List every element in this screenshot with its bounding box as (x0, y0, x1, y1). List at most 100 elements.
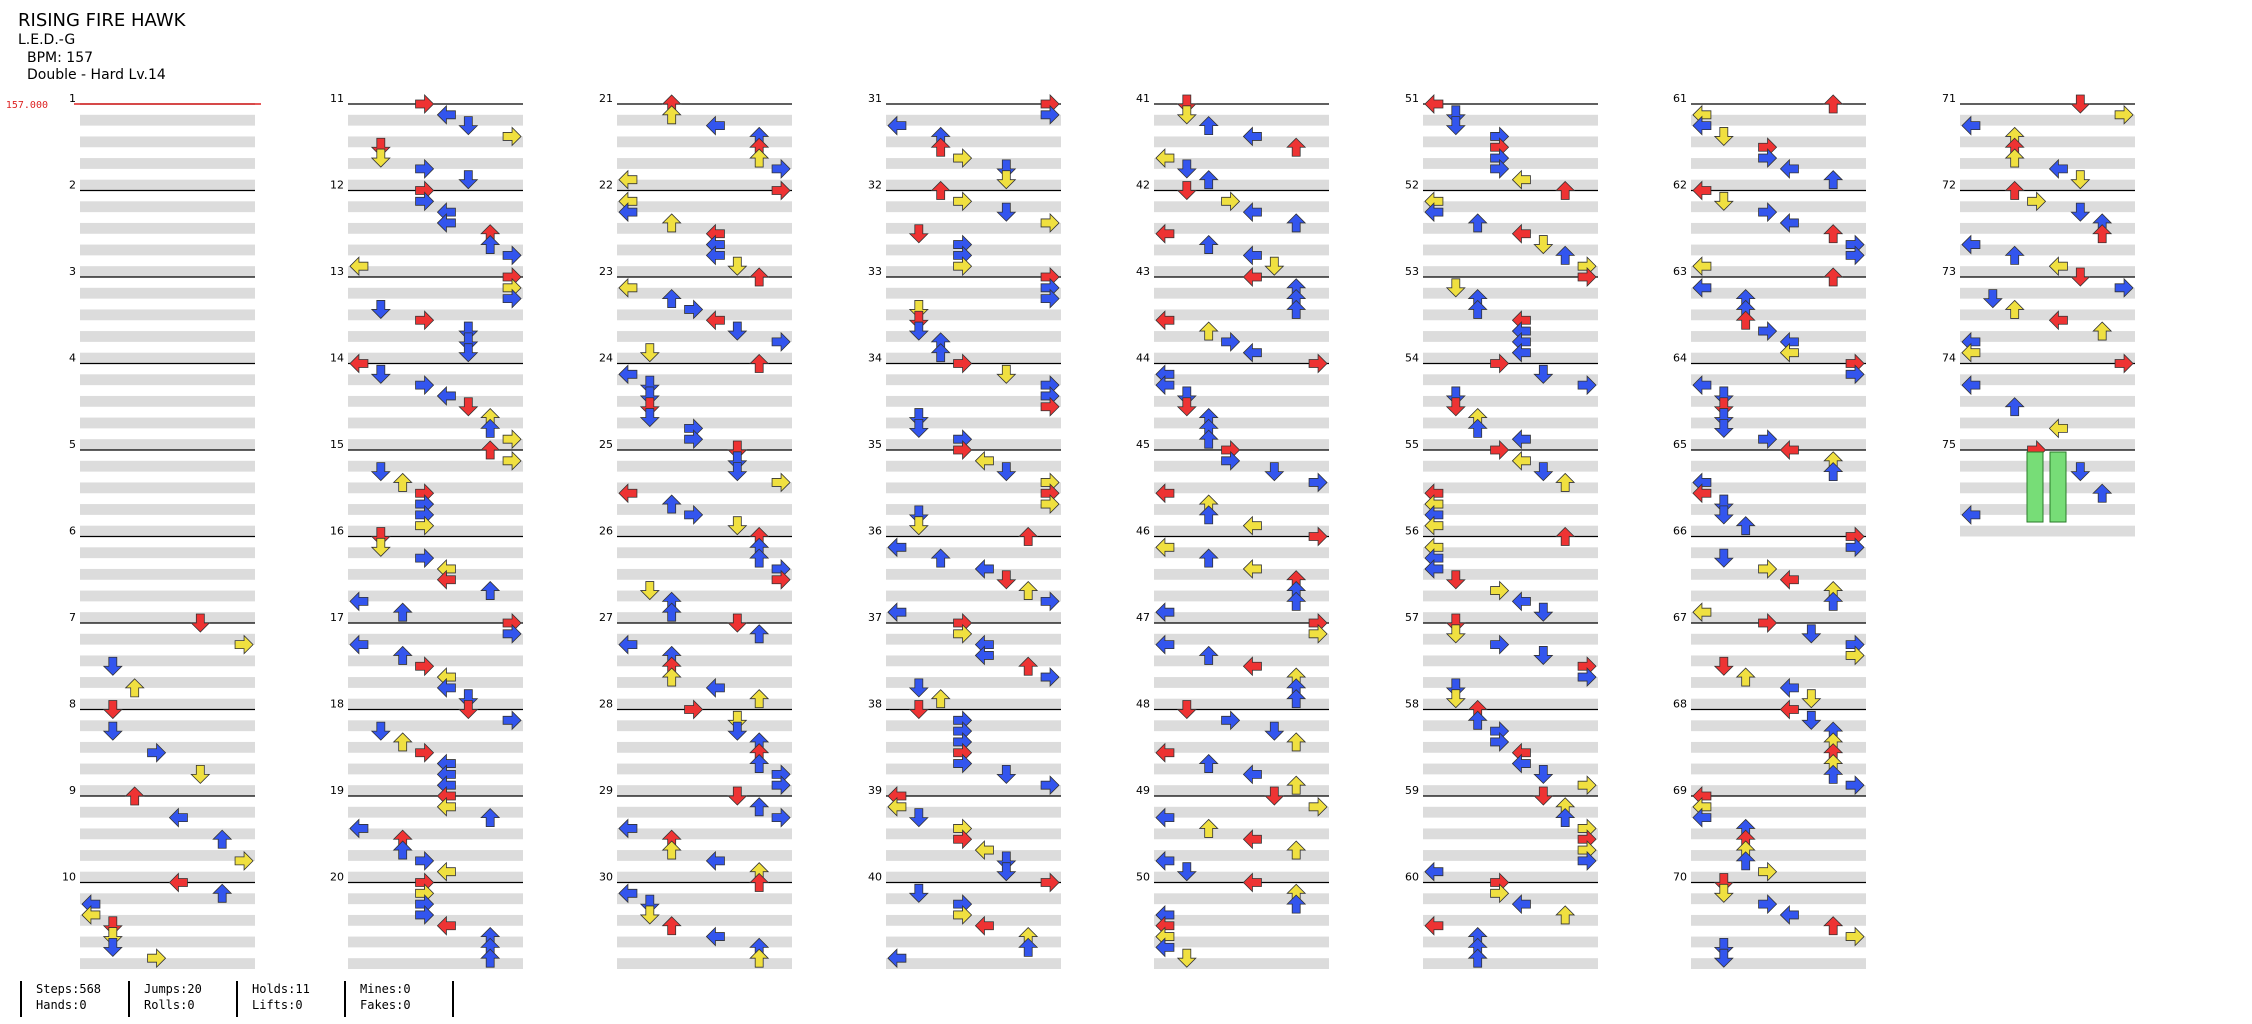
beat-band (886, 677, 1061, 688)
beat-band (1691, 612, 1866, 623)
beat-band (1423, 893, 1598, 905)
beat-band (1423, 633, 1598, 645)
step-arrow (349, 353, 369, 374)
measure-number: 22 (599, 179, 613, 192)
beat-band (886, 179, 1061, 191)
step-arrow (147, 948, 167, 969)
measure-number: 4 (69, 352, 76, 365)
beat-band (1691, 698, 1866, 710)
step-arrow (1445, 278, 1466, 298)
beat-band (1154, 871, 1329, 883)
measure-18: 18 (330, 698, 523, 796)
step-arrow (458, 116, 479, 136)
beat-band (886, 547, 1061, 559)
measure-8: 8 (69, 698, 255, 796)
step-arrow (974, 450, 994, 471)
step-arrow (996, 159, 1017, 179)
step-arrow (2027, 191, 2047, 212)
measure-17: 17 (330, 611, 523, 710)
step-arrow (2070, 267, 2091, 287)
beat-band (1423, 352, 1598, 364)
step-arrow (2004, 148, 2025, 168)
beat-band (80, 504, 255, 515)
beat-band (617, 222, 792, 234)
measure-35: 35 (868, 438, 1061, 537)
step-arrow (887, 796, 907, 817)
step-arrow (1533, 764, 1554, 784)
step-arrow (1198, 116, 1219, 136)
step-arrow (1424, 94, 1444, 114)
beat-band (1423, 720, 1598, 732)
measure-number: 54 (1405, 352, 1419, 365)
beat-band (348, 244, 523, 256)
measure-number: 38 (868, 698, 882, 711)
step-arrow (2114, 353, 2134, 374)
step-arrow (1467, 418, 1488, 438)
beat-band (1960, 179, 2135, 191)
song-bpm: BPM: 157 (27, 50, 94, 66)
step-arrow (727, 451, 748, 471)
step-arrow (1490, 731, 1510, 752)
measure-number: 36 (868, 525, 882, 538)
step-arrow (1264, 256, 1285, 276)
measure-41: 41 (1136, 92, 1329, 191)
measure-number: 6 (69, 525, 76, 538)
step-arrow (1533, 786, 1554, 806)
step-arrow (415, 158, 435, 179)
step-arrow (1961, 234, 1981, 255)
step-arrow (996, 170, 1017, 190)
beat-band (617, 439, 792, 450)
step-arrow (1155, 850, 1175, 871)
step-arrow (930, 343, 951, 363)
step-arrow (953, 148, 973, 169)
measure-number: 29 (599, 784, 613, 797)
step-arrow (1424, 515, 1444, 536)
stats-bar: Steps:568 Hands:0 Jumps:20 Rolls:0 Holds… (0, 975, 480, 1021)
measure-40: 40 (868, 871, 1061, 969)
beat-band (617, 244, 792, 256)
measure-number: 41 (1136, 92, 1150, 105)
measure-20: 20 (330, 871, 523, 969)
beat-band (617, 179, 792, 191)
step-arrow (771, 807, 791, 828)
step-arrow (618, 483, 638, 504)
beat-band (1423, 871, 1598, 883)
step-arrow (392, 840, 413, 860)
measure-13: 13 (330, 265, 523, 364)
measure-50: 50 (1136, 871, 1329, 969)
beat-band (80, 936, 255, 948)
difficulty-label: Double - Hard Lv.14 (27, 67, 166, 83)
step-arrow (1713, 418, 1734, 438)
step-arrow (458, 170, 479, 190)
step-arrow (1176, 862, 1197, 882)
step-arrow (1577, 667, 1597, 688)
beat-band (1154, 504, 1329, 515)
hold-body (2026, 451, 2044, 523)
step-arrow (1286, 689, 1307, 709)
measure-number: 74 (1942, 352, 1956, 365)
measure-number: 49 (1136, 784, 1150, 797)
step-arrow (661, 213, 682, 233)
step-arrow (908, 808, 929, 828)
step-arrow (1286, 840, 1307, 860)
step-arrow (502, 429, 522, 450)
beat-band (1423, 763, 1598, 775)
step-arrow (458, 397, 479, 417)
beat-band (617, 893, 792, 905)
beat-band (617, 395, 792, 407)
step-arrow (749, 624, 770, 644)
beat-band (617, 720, 792, 732)
step-arrow (727, 462, 748, 482)
step-arrow (1286, 894, 1307, 914)
step-arrow (908, 310, 929, 330)
measure-number: 11 (330, 92, 344, 105)
beat-band (1691, 309, 1866, 321)
step-arrow (1176, 181, 1197, 201)
measure-68: 68 (1673, 698, 1866, 796)
step-arrow (2114, 277, 2134, 298)
beat-band (1691, 460, 1866, 472)
step-arrow (1467, 213, 1488, 233)
step-arrow (661, 840, 682, 860)
step-arrow (1018, 526, 1039, 546)
measure-42: 42 (1136, 179, 1329, 277)
